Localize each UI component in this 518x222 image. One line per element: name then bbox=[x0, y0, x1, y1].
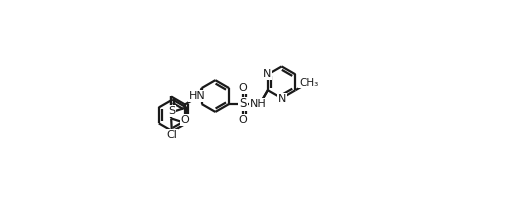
Text: O: O bbox=[239, 115, 248, 125]
Text: N: N bbox=[278, 94, 286, 104]
Text: O: O bbox=[181, 115, 189, 125]
Text: Cl: Cl bbox=[166, 130, 177, 140]
Text: NH: NH bbox=[250, 99, 267, 109]
Text: HN: HN bbox=[189, 91, 205, 101]
Text: N: N bbox=[263, 69, 271, 79]
Text: S: S bbox=[239, 97, 247, 111]
Text: S: S bbox=[168, 106, 175, 116]
Text: O: O bbox=[239, 83, 248, 93]
Text: CH₃: CH₃ bbox=[299, 78, 319, 88]
